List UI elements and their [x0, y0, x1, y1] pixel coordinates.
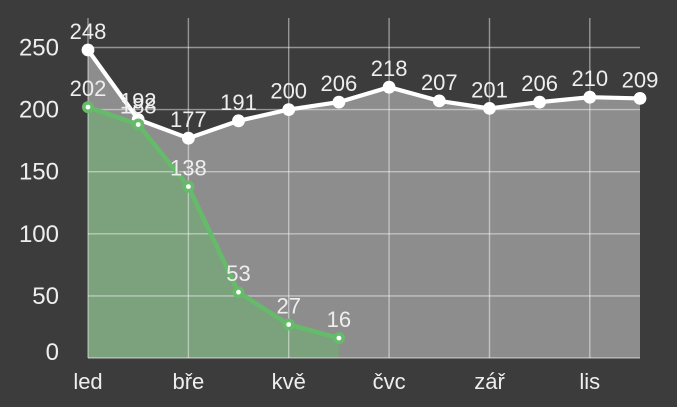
series-green-label: 16: [327, 307, 351, 332]
x-tick-label: bře: [173, 369, 205, 394]
series-white-point: [282, 103, 296, 116]
series-green-point-dot: [336, 335, 342, 341]
series-white-label: 191: [220, 90, 257, 115]
series-green-point-dot: [85, 104, 91, 110]
series-white-label: 248: [70, 19, 107, 44]
x-tick-label: zář: [474, 369, 505, 394]
series-green-label: 138: [170, 156, 207, 181]
y-tick-label: 50: [32, 283, 59, 310]
series-white-label: 218: [371, 56, 408, 81]
series-white-point: [382, 80, 396, 94]
series-green-point-dot: [135, 122, 141, 127]
series-green-label: 27: [276, 294, 300, 319]
series-white-label: 209: [622, 67, 659, 92]
series-green-area: [88, 107, 339, 358]
series-green-point-dot: [186, 184, 191, 190]
series-white-point: [232, 114, 245, 128]
series-white-point: [533, 95, 546, 109]
series-white-point: [633, 92, 647, 105]
x-tick-label: čvc: [373, 369, 406, 394]
series-white-label: 177: [170, 107, 207, 132]
x-tick-label: kvě: [272, 369, 306, 394]
series-white-label: 192: [120, 89, 157, 114]
series-white-point: [483, 102, 496, 115]
series-white-label: 206: [321, 71, 358, 96]
y-tick-label: 100: [19, 221, 59, 248]
gridlines: [87, 18, 640, 359]
series-white-label: 210: [571, 66, 608, 91]
series-white-label: 201: [471, 77, 508, 102]
series-green-label: 188: [120, 94, 157, 119]
x-tick-label: lis: [579, 369, 600, 394]
series-white-point: [583, 90, 597, 104]
series-white-point: [332, 95, 346, 109]
series-white-label: 206: [521, 71, 558, 96]
x-tick-label: led: [73, 369, 102, 394]
series-white-point: [432, 94, 446, 108]
series-white-label: 200: [270, 79, 307, 104]
series-white-label: 207: [421, 70, 458, 95]
y-tick-label: 150: [19, 159, 59, 186]
series-green-label: 53: [226, 261, 250, 286]
series-green-point-dot: [286, 322, 292, 327]
series-green-point-dot: [236, 289, 241, 295]
series-white-point: [182, 131, 195, 145]
series-white-point: [81, 43, 95, 57]
series-green-line: [85, 104, 342, 341]
y-tick-label: 250: [19, 35, 59, 62]
series-white-line: [85, 47, 643, 141]
y-tick-label: 0: [46, 339, 59, 366]
series-green-label: 202: [70, 76, 107, 101]
y-tick-label: 200: [19, 97, 59, 124]
